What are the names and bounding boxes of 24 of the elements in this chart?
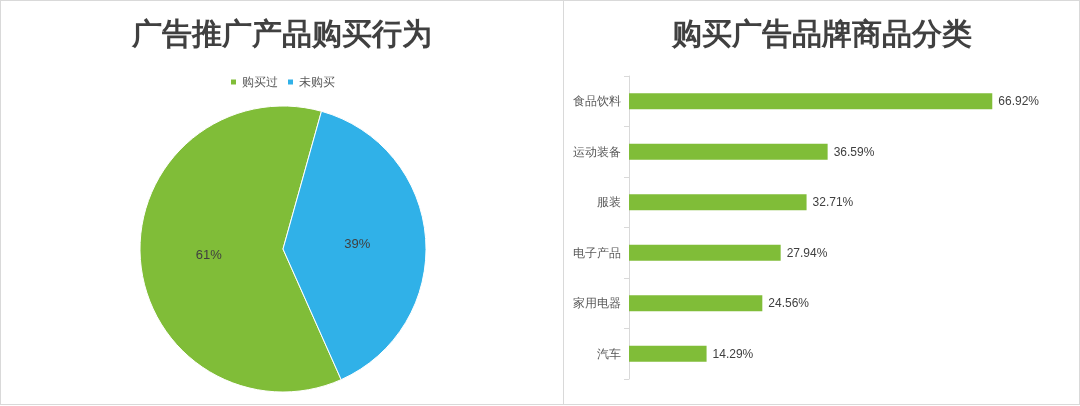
data-label: 36.59% xyxy=(833,144,875,159)
bar xyxy=(629,143,828,160)
y-tick-label: 电子产品 xyxy=(573,245,621,260)
legend-label: 购买过 xyxy=(242,75,278,89)
y-tick-label: 家用电器 xyxy=(573,296,621,311)
data-label: 27.94% xyxy=(786,245,828,260)
legend-label: 未购买 xyxy=(299,75,335,89)
y-tick-label: 服装 xyxy=(597,195,621,210)
data-label: 24.56% xyxy=(768,296,810,311)
y-tick-label: 食品饮料 xyxy=(573,94,621,109)
chart-title: 广告推广产品购买行为 xyxy=(131,15,432,51)
data-label: 14.29% xyxy=(712,346,754,361)
data-label: 66.92% xyxy=(998,94,1040,109)
bar xyxy=(629,194,807,211)
y-tick-label: 运动装备 xyxy=(573,144,621,159)
bar xyxy=(629,93,993,110)
data-label: 61% xyxy=(195,246,223,262)
bar xyxy=(629,244,781,261)
bar xyxy=(629,295,763,312)
data-label: 32.71% xyxy=(812,195,854,210)
chart-title: 购买广告品牌商品分类 xyxy=(670,15,972,51)
y-tick-label: 汽车 xyxy=(597,346,621,361)
data-label: 39% xyxy=(344,236,371,252)
bar xyxy=(629,345,707,362)
